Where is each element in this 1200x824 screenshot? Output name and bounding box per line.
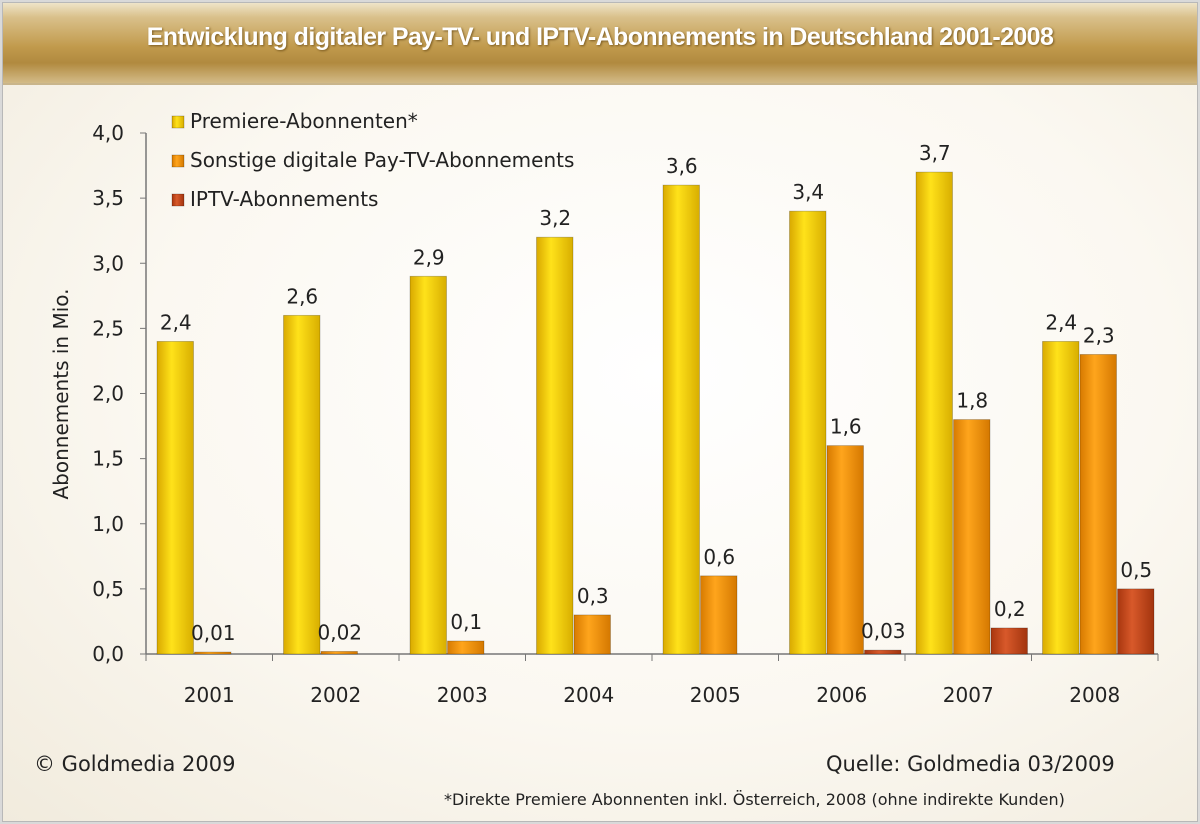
data-label: 1,6 xyxy=(830,415,862,439)
bar-sonstigedigitalepaytvabonnements xyxy=(194,651,232,655)
bar-iptvabonnements xyxy=(864,649,902,655)
x-tick-label: 2002 xyxy=(310,683,361,707)
data-label: 3,7 xyxy=(919,141,951,165)
copyright: © Goldmedia 2009 xyxy=(34,752,236,776)
bar-premiereabonnenten xyxy=(283,314,321,655)
x-tick-label: 2003 xyxy=(437,683,488,707)
bar-premiereabonnenten xyxy=(409,275,447,655)
bar-iptvabonnements xyxy=(1117,588,1155,655)
y-tick-label: 1,5 xyxy=(92,447,124,471)
x-tick-label: 2006 xyxy=(816,683,867,707)
bar-sonstigedigitalepaytvabonnements xyxy=(573,614,611,655)
bar-sonstigedigitalepaytvabonnements xyxy=(826,445,864,655)
data-label: 0,02 xyxy=(317,620,362,644)
bar-premiereabonnenten xyxy=(915,171,953,655)
data-label: 2,6 xyxy=(286,284,318,308)
legend-entry: Premiere-Abonnenten* xyxy=(190,109,418,133)
x-tick-label: 2001 xyxy=(184,683,235,707)
y-tick-label: 2,5 xyxy=(92,316,124,340)
bar-sonstigedigitalepaytvabonnements xyxy=(447,640,485,655)
bar-iptvabonnements xyxy=(990,627,1028,655)
legend-entry: IPTV-Abonnements xyxy=(190,187,378,211)
y-tick-label: 3,0 xyxy=(92,251,124,275)
bar-sonstigedigitalepaytvabonnements xyxy=(1079,354,1117,655)
data-label: 2,4 xyxy=(160,310,192,334)
bar-premiereabonnenten xyxy=(662,184,700,655)
data-label: 2,4 xyxy=(1045,310,1077,334)
x-tick-label: 2005 xyxy=(690,683,741,707)
data-label: 0,01 xyxy=(191,621,236,645)
y-tick-label: 3,5 xyxy=(92,186,124,210)
bar-premiereabonnenten xyxy=(1042,340,1080,655)
footnote: *Direkte Premiere Abonnenten inkl. Öster… xyxy=(444,790,1065,809)
y-tick-label: 0,5 xyxy=(92,577,124,601)
bar-sonstigedigitalepaytvabonnements xyxy=(953,419,991,655)
y-tick-label: 2,0 xyxy=(92,382,124,406)
legend-entry: Sonstige digitale Pay-TV-Abonnements xyxy=(190,148,574,172)
y-tick-label: 0,0 xyxy=(92,642,124,666)
bar-premiereabonnenten xyxy=(536,236,574,655)
data-label: 0,03 xyxy=(861,619,906,643)
data-label: 0,3 xyxy=(577,584,609,608)
x-tick-label: 2004 xyxy=(563,683,614,707)
data-label: 3,4 xyxy=(792,180,824,204)
legend-swatch xyxy=(171,154,185,168)
data-label: 0,2 xyxy=(994,597,1026,621)
y-tick-label: 4,0 xyxy=(92,121,124,145)
legend-swatch xyxy=(171,115,185,129)
data-label: 2,3 xyxy=(1083,323,1115,347)
data-label: 0,5 xyxy=(1120,558,1152,582)
data-label: 3,2 xyxy=(539,206,571,230)
source: Quelle: Goldmedia 03/2009 xyxy=(826,752,1115,776)
data-label: 1,8 xyxy=(956,389,988,413)
title-bar: Entwicklung digitaler Pay-TV- und IPTV-A… xyxy=(3,3,1197,85)
data-label: 0,1 xyxy=(450,610,482,634)
y-axis-label: Abonnements in Mio. xyxy=(49,289,73,500)
data-label: 3,6 xyxy=(666,154,698,178)
bar-sonstigedigitalepaytvabonnements xyxy=(700,575,738,655)
x-tick-label: 2008 xyxy=(1069,683,1120,707)
bar-premiereabonnenten xyxy=(789,210,827,655)
legend-swatch xyxy=(171,193,185,207)
bar-premiereabonnenten xyxy=(156,340,194,655)
y-tick-label: 1,0 xyxy=(92,512,124,536)
data-label: 0,6 xyxy=(703,545,735,569)
x-tick-label: 2007 xyxy=(943,683,994,707)
data-label: 2,9 xyxy=(413,245,445,269)
bar-sonstigedigitalepaytvabonnements xyxy=(320,650,358,655)
chart-title: Entwicklung digitaler Pay-TV- und IPTV-A… xyxy=(146,23,1054,51)
